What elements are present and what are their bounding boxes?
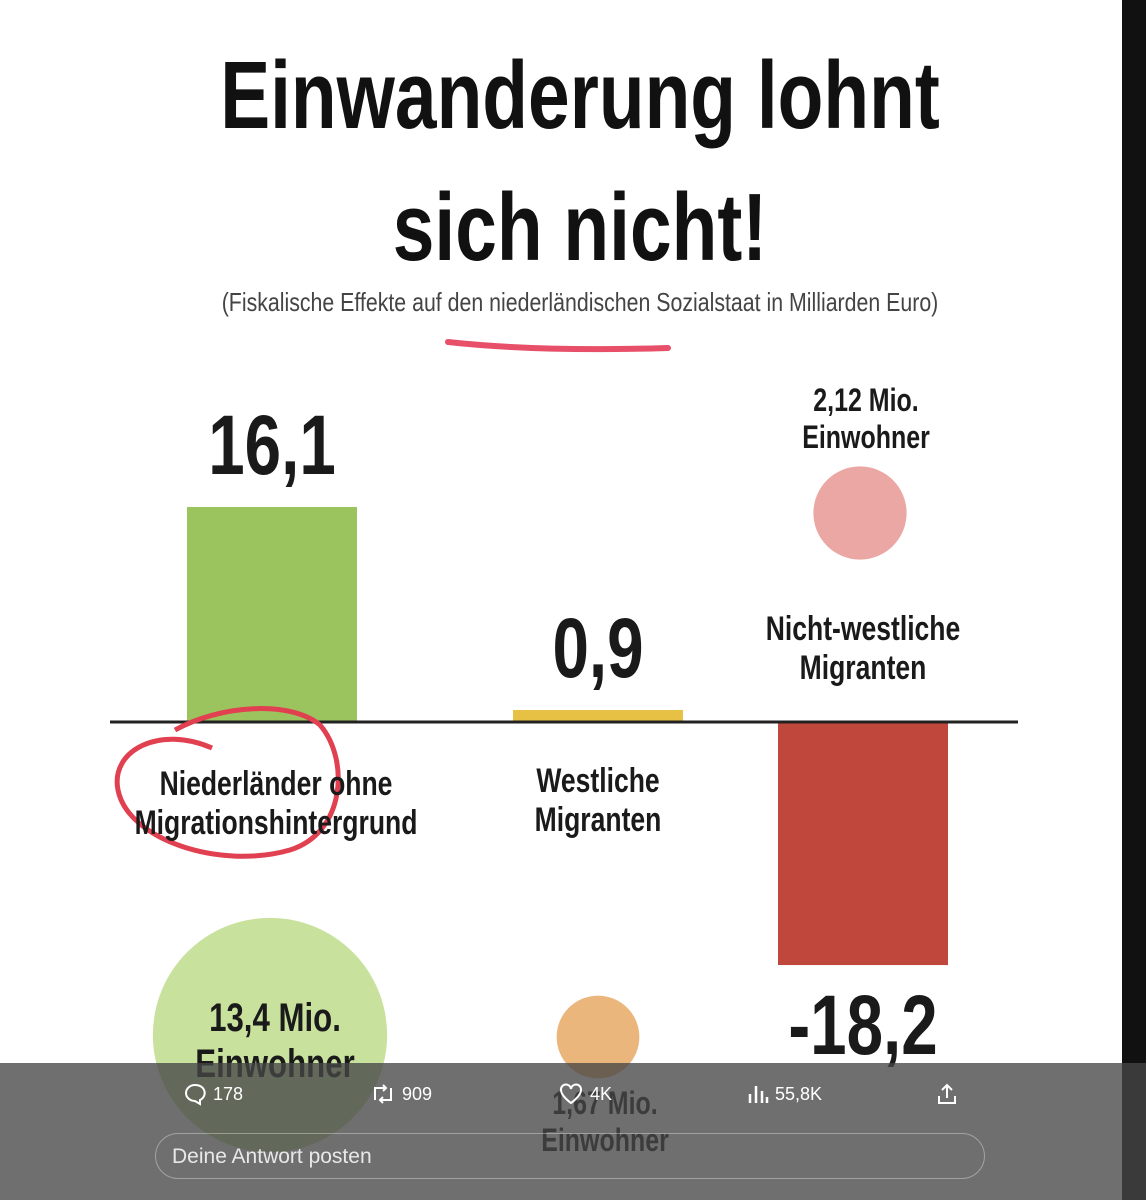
like-count[interactable]: 4K — [558, 1082, 612, 1106]
repost-count[interactable]: 909 — [370, 1082, 432, 1106]
chart-subtitle: (Fiskalische Effekte auf den niederländi… — [221, 287, 939, 317]
like-icon — [560, 1083, 582, 1105]
view-count[interactable]: 55,8K — [747, 1082, 822, 1106]
category-label: Nicht-westliche Migranten — [765, 610, 961, 688]
like-count-text: 4K — [590, 1083, 613, 1104]
reply-input[interactable]: Deine Antwort posten — [155, 1133, 985, 1179]
repost-count-text: 909 — [402, 1083, 433, 1104]
bar — [187, 507, 357, 722]
share-button[interactable] — [935, 1082, 959, 1106]
category-label: Niederländer ohne Migrationshintergrund — [134, 765, 418, 843]
view-count-text: 55,8K — [775, 1083, 823, 1104]
repost-icon — [374, 1084, 392, 1104]
share-icon — [938, 1083, 956, 1104]
population-bubble — [556, 995, 640, 1079]
population-label: 2,12 Mio. Einwohner — [802, 382, 930, 455]
red-circle — [114, 706, 341, 859]
bar — [513, 709, 683, 722]
value-label: 16,1 — [208, 398, 336, 492]
value-label: 0,9 — [552, 600, 644, 695]
red-underline — [445, 339, 671, 353]
bar — [778, 722, 948, 966]
views-icon — [748, 1086, 769, 1103]
reply-count[interactable]: 178 — [183, 1082, 243, 1106]
reply-count-text: 178 — [213, 1083, 244, 1104]
value-label: -18,2 — [788, 978, 938, 1073]
chart-title: Einwanderung lohnt sich nicht! — [220, 42, 940, 281]
category-label: Westliche Migranten — [534, 762, 662, 840]
population-bubble — [813, 466, 907, 560]
reply-icon — [185, 1083, 206, 1106]
